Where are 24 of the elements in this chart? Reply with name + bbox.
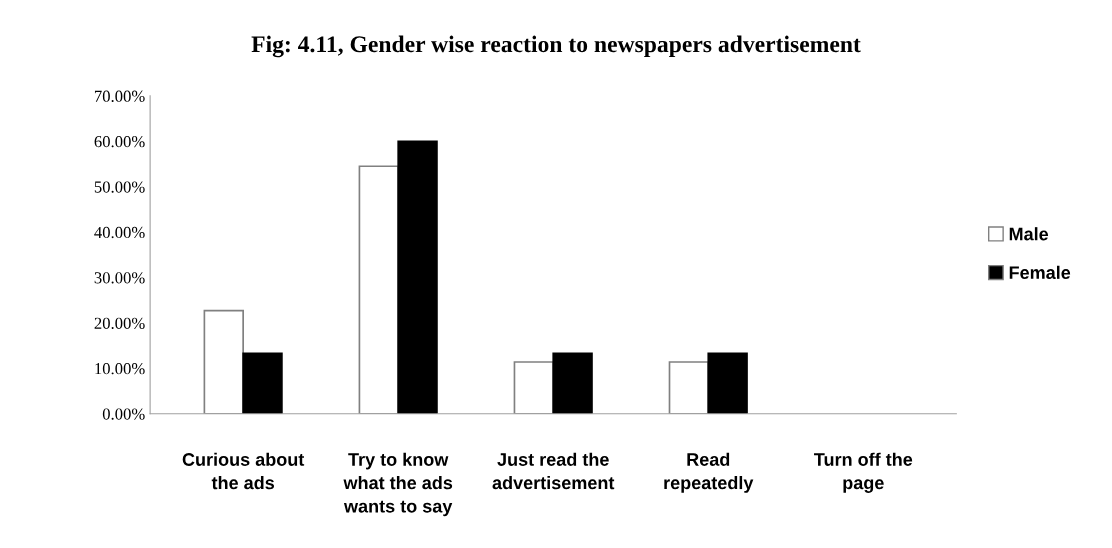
- y-tick-label: 30.00%: [94, 272, 145, 284]
- y-tick-label: 60.00%: [94, 136, 145, 148]
- x-tick-label: Try to know what the ads wants to say: [343, 452, 453, 517]
- y-tick-label: 0.00%: [102, 408, 145, 420]
- bar: [203, 309, 244, 414]
- bar: [513, 361, 555, 414]
- bar: [358, 165, 400, 414]
- y-tick-label: 40.00%: [94, 226, 145, 239]
- y-tick-label: 20.00%: [94, 317, 145, 329]
- x-tick-label: Curious about the ads: [182, 452, 305, 490]
- bar: [397, 140, 438, 414]
- x-tick-label: Read repeatedly: [664, 452, 754, 493]
- y-tick-label: 10.00%: [95, 363, 145, 375]
- chart-title: Fig: 4.11, Gender wise reaction to newspapers advertisement: [251, 35, 861, 58]
- bar: [707, 352, 748, 414]
- legend-label: Female: [1009, 265, 1071, 280]
- bar: [552, 352, 593, 414]
- x-tick-label: Just read the advertisement: [492, 452, 615, 490]
- bar: [242, 352, 283, 414]
- y-tick-label: 70.00%: [94, 90, 145, 102]
- legend-label: Male: [1009, 227, 1049, 241]
- bar: [668, 361, 710, 414]
- x-tick-label: Turn off the page: [814, 452, 913, 493]
- y-tick-label: 50.00%: [94, 181, 145, 193]
